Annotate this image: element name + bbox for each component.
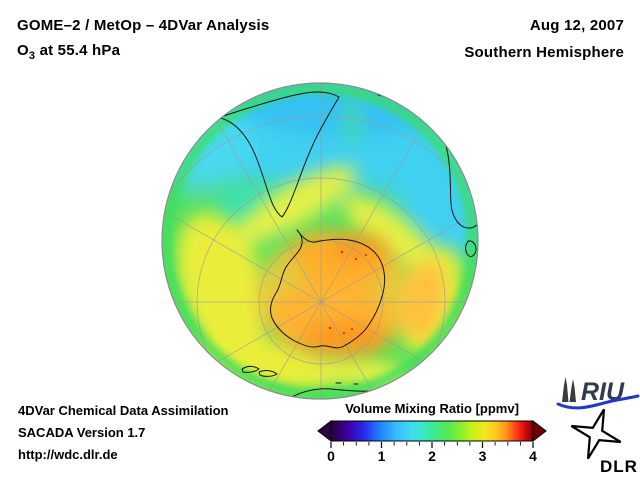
species-level-label: O3 at 55.4 hPa	[17, 42, 120, 62]
field-blob	[300, 320, 390, 356]
date-label: Aug 12, 2007	[529, 17, 624, 34]
tick-label-2: 2	[428, 448, 436, 464]
colorbar-left-arrow-icon	[317, 420, 332, 443]
colorbar-right-arrow-icon	[532, 420, 547, 443]
field-blob	[402, 260, 446, 340]
footer-version-label: SACADA Version 1.7	[18, 425, 146, 440]
tick-label-1: 1	[377, 448, 386, 464]
data-speckles	[328, 250, 367, 335]
hemisphere-label: Southern Hemisphere	[464, 44, 624, 61]
field-blob	[235, 83, 455, 136]
field-blob	[328, 234, 388, 262]
pressure-level-label: at 55.4 hPa	[35, 42, 121, 59]
field-blob	[233, 165, 357, 245]
colorbar-title: Volume Mixing Ratio [ppmv]	[345, 401, 519, 416]
colorbar-tick-labels: 0 1 2 3 4	[316, 448, 548, 464]
dlr-star-icon	[570, 408, 622, 460]
tick-label-0: 0	[327, 448, 335, 464]
molecule-subscript: 3	[28, 50, 36, 62]
limb-green-rim	[162, 83, 478, 399]
dlr-logo-text: DLR	[600, 457, 638, 476]
cathedral-icon	[562, 377, 576, 402]
field-blob	[343, 194, 441, 276]
molecule-symbol: O	[17, 42, 29, 59]
globe-limb-outline	[161, 82, 479, 400]
field-blob	[343, 96, 361, 148]
colorbar	[317, 420, 547, 448]
tick-label-4: 4	[529, 448, 537, 464]
riu-logo: RIU	[556, 377, 640, 410]
colorbar-ticks	[330, 442, 534, 448]
coastline-new-zealand	[241, 365, 278, 377]
coastline-madagascar	[465, 240, 477, 257]
dlr-logo: DLR	[570, 408, 638, 476]
colorbar-gradient	[330, 420, 534, 442]
ozone-field-layer-accents	[217, 83, 455, 236]
tick-label-3: 3	[478, 448, 487, 464]
coastline-antarctica	[270, 229, 386, 349]
footer-assimilation-label: 4DVar Chemical Data Assimilation	[18, 403, 229, 418]
page-title: GOME–2 / MetOp – 4DVar Analysis	[17, 17, 270, 34]
field-blob	[175, 212, 269, 358]
coastline-south-america	[186, 91, 340, 218]
footer-url-label: http://wdc.dlr.de	[18, 447, 118, 462]
river-wave-icon	[556, 394, 640, 410]
